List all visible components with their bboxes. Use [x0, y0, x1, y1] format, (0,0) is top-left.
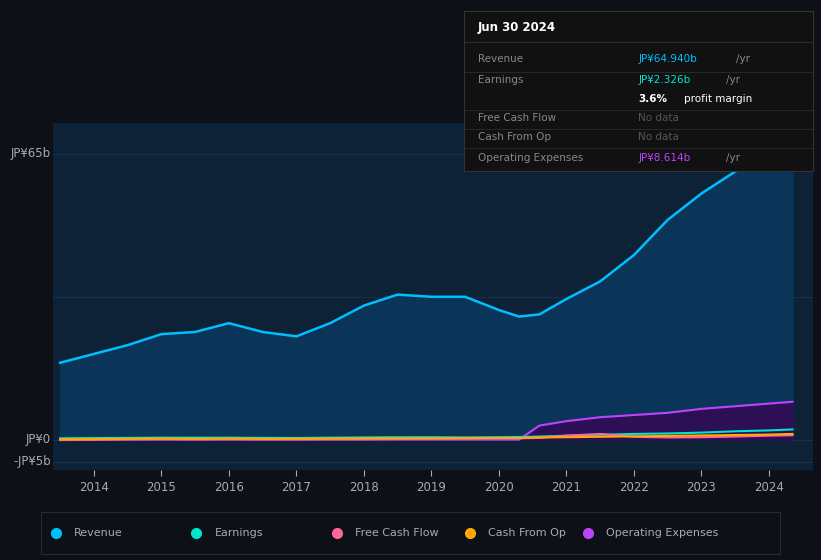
- Text: No data: No data: [639, 113, 679, 123]
- Text: /yr: /yr: [727, 153, 741, 163]
- Text: JP¥64.940b: JP¥64.940b: [639, 54, 697, 64]
- Text: JP¥8.614b: JP¥8.614b: [639, 153, 690, 163]
- Text: JP¥0: JP¥0: [26, 433, 51, 446]
- Text: Operating Expenses: Operating Expenses: [606, 529, 718, 538]
- Text: No data: No data: [639, 132, 679, 142]
- Text: Revenue: Revenue: [75, 529, 123, 538]
- Text: Earnings: Earnings: [478, 75, 523, 85]
- Text: JP¥65b: JP¥65b: [11, 147, 51, 161]
- Text: -JP¥5b: -JP¥5b: [13, 455, 51, 468]
- Text: Earnings: Earnings: [215, 529, 264, 538]
- Text: Free Cash Flow: Free Cash Flow: [478, 113, 556, 123]
- Text: Free Cash Flow: Free Cash Flow: [355, 529, 438, 538]
- Text: profit margin: profit margin: [684, 94, 752, 104]
- Text: Jun 30 2024: Jun 30 2024: [478, 21, 556, 34]
- Text: /yr: /yr: [727, 75, 741, 85]
- Text: JP¥2.326b: JP¥2.326b: [639, 75, 690, 85]
- Text: 3.6%: 3.6%: [639, 94, 667, 104]
- Text: Cash From Op: Cash From Op: [478, 132, 551, 142]
- Text: Revenue: Revenue: [478, 54, 523, 64]
- Text: Cash From Op: Cash From Op: [488, 529, 566, 538]
- Text: Operating Expenses: Operating Expenses: [478, 153, 583, 163]
- Text: /yr: /yr: [736, 54, 750, 64]
